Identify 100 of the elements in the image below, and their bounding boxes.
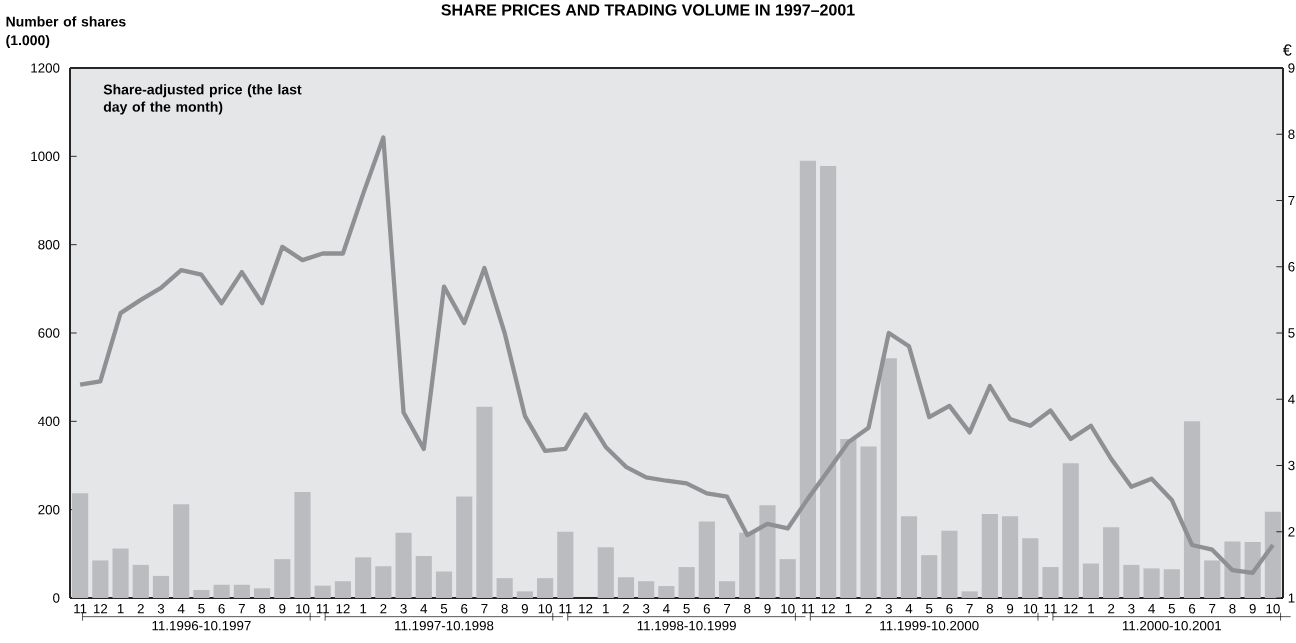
bar (1183, 421, 1201, 598)
bar (496, 578, 513, 598)
chart-title: SHARE PRICES AND TRADING VOLUME IN 1997–2001 (441, 4, 855, 16)
x-tick-label: 6 (946, 604, 953, 614)
bar (435, 571, 453, 598)
bar (1163, 569, 1180, 598)
y-axis-title: Number of shares (1.000) (6, 16, 126, 48)
text: 11.1996-10.1997 (152, 620, 251, 631)
x-tick-label: 4 (663, 604, 670, 614)
x-tick-label: 10 (1266, 604, 1280, 614)
bar (395, 532, 412, 598)
x-tick-label: 2 (1108, 604, 1115, 614)
text: Share-adjusted price (the last day of the month) (103, 84, 302, 115)
bar (415, 556, 432, 598)
bar (516, 591, 533, 598)
x-tick-label: 8 (744, 604, 751, 614)
bar (355, 557, 372, 598)
x-tick-label: 12 (579, 604, 593, 614)
bar (1022, 538, 1039, 598)
bar (799, 160, 816, 598)
x-tick-label: 9 (1007, 604, 1014, 614)
x-tick-label: 5 (198, 604, 205, 614)
bar (739, 532, 756, 598)
y-tick-label: 1200 (31, 63, 60, 73)
bar (173, 504, 190, 598)
y-tick-label: 0 (53, 593, 60, 603)
y2-tick-label: 1 (1288, 593, 1295, 603)
x-tick-label: 12 (821, 604, 835, 614)
y2-tick-label: 4 (1288, 394, 1295, 404)
bar (253, 588, 271, 598)
x-tick-label: 12 (93, 604, 108, 614)
x-tick-label: 1 (117, 604, 124, 614)
x-tick-label: 2 (137, 604, 144, 614)
bar (1001, 516, 1019, 598)
bar (294, 492, 311, 598)
y-tick-label: 600 (38, 328, 60, 338)
bar (152, 575, 170, 598)
x-tick-label: 12 (336, 604, 350, 614)
text: 11.1999-10.2000 (880, 620, 979, 631)
y-tick-label: 800 (38, 239, 60, 250)
bar (274, 559, 291, 598)
bar (92, 560, 109, 598)
bar (1042, 567, 1059, 598)
line-series (77, 135, 1276, 575)
x-tick-label: 9 (521, 604, 528, 614)
bar (1103, 527, 1120, 598)
bar (1082, 563, 1100, 598)
bar (820, 166, 837, 598)
x-tick-label: 4 (1148, 604, 1155, 614)
x-tick-label: 9 (279, 604, 286, 614)
y-tick-label: 1000 (31, 151, 60, 162)
x-tick-label: 8 (501, 604, 508, 614)
x-tick-label: 1 (603, 604, 609, 614)
x-tick-label: 1 (1088, 604, 1095, 614)
x-tick-label: 5 (926, 604, 933, 614)
y2-axis-title: € (1282, 44, 1292, 56)
bar (334, 581, 352, 598)
y-tick-label: 400 (38, 416, 60, 427)
x-tick-label: 6 (1188, 604, 1196, 614)
x-tick-label: 5 (440, 604, 448, 614)
y2-tick-label: 5 (1288, 328, 1295, 338)
bar (718, 581, 736, 598)
x-tick-label: 11 (316, 604, 329, 614)
bar (678, 567, 695, 598)
x-tick-label: 10 (296, 604, 310, 614)
bar (112, 548, 129, 598)
x-tick-label: 11 (74, 604, 87, 614)
bar (233, 584, 250, 598)
bar (597, 547, 614, 598)
bar (375, 566, 392, 598)
y2-tick-label: 6 (1288, 262, 1295, 272)
bar (779, 559, 796, 598)
bar (880, 358, 897, 598)
x-tick-label: 3 (400, 604, 407, 614)
x-tick-label: 1 (845, 604, 852, 614)
bar (981, 514, 998, 598)
bar (698, 521, 715, 598)
bar (840, 439, 857, 598)
y2-tick-label: 2 (1288, 527, 1295, 537)
bar (759, 505, 776, 598)
x-tick-label: 7 (1209, 604, 1216, 614)
x-tick-label: 4 (905, 604, 913, 614)
bar (617, 577, 635, 598)
x-tick-label: 9 (764, 604, 771, 614)
x-tick-label: 7 (481, 604, 488, 614)
x-tick-label: 8 (258, 604, 266, 614)
bar (1204, 560, 1221, 598)
x-tick-label: 11 (802, 604, 815, 614)
x-tick-label: 4 (177, 604, 185, 614)
x-tick-label: 2 (622, 604, 630, 614)
x-tick-label: 2 (380, 604, 387, 614)
y2-tick-label: 3 (1288, 460, 1295, 471)
text: 11.2000-10.2001 (1122, 620, 1222, 631)
bar (557, 531, 574, 598)
text: 11.1998-10.1999 (637, 620, 736, 631)
x-tick-label: 3 (1128, 604, 1135, 614)
bar (860, 446, 877, 598)
x-tick-label: 3 (157, 604, 165, 614)
x-tick-label: 12 (1064, 604, 1078, 614)
bar (476, 406, 493, 598)
